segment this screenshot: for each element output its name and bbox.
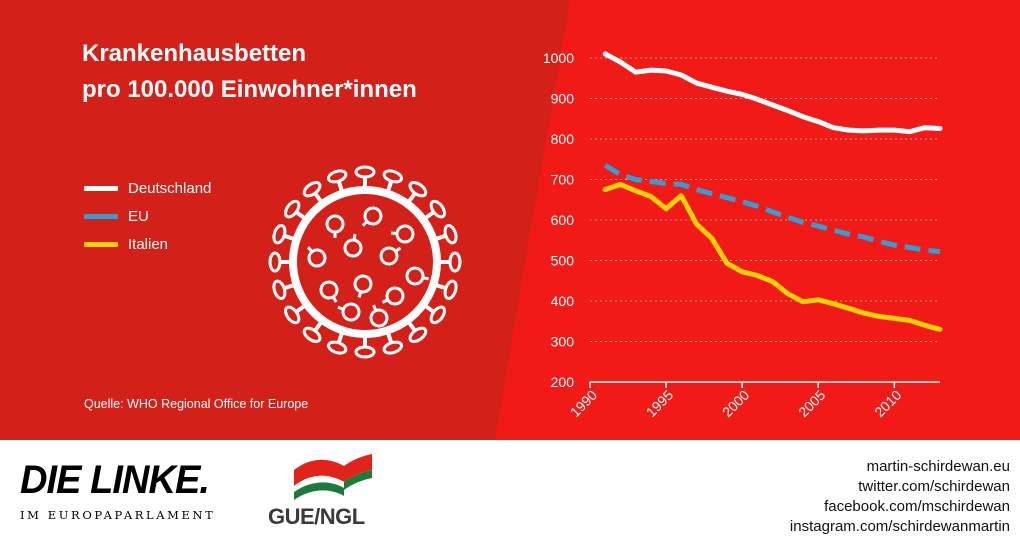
legend-item-eu: EU: [84, 202, 211, 230]
legend: Deutschland EU Italien: [84, 174, 211, 258]
instagram-link[interactable]: instagram.com/schirdewanmartin: [789, 518, 1010, 535]
virus-protein: [381, 286, 405, 306]
legend-item-italien: Italien: [84, 230, 211, 258]
virus-spike: [272, 279, 298, 301]
virus-protein: [361, 206, 383, 227]
legend-swatch-eu: [84, 213, 118, 219]
chart-title-line-2: pro 100.000 Einwohner*innen: [82, 76, 417, 103]
x-tick-label: 2005: [795, 387, 828, 420]
virus-spike: [405, 181, 428, 205]
website-link[interactable]: martin-schirdewan.eu: [866, 458, 1010, 475]
virus-protein: [390, 224, 415, 244]
virus-spike: [382, 329, 404, 355]
legend-label-italien: Italien: [128, 235, 169, 253]
legend-item-deutschland: Deutschland: [84, 174, 211, 202]
virus-protein: [353, 274, 373, 298]
x-tick-label: 2000: [719, 387, 752, 420]
y-tick-label: 600: [551, 212, 575, 228]
gue-ngl-flag-icon: [294, 454, 372, 500]
virus-spike: [284, 302, 308, 325]
virus-spike: [354, 334, 376, 359]
legend-label-eu: EU: [128, 207, 149, 225]
y-tick-label: 500: [551, 253, 575, 269]
virus-protein: [343, 233, 363, 258]
die-linke-logo: DIE LINKE. IM EUROPAPARLAMENT: [20, 460, 225, 522]
virus-spike: [268, 251, 293, 273]
virus-spike: [405, 319, 428, 343]
series-line-italien: [602, 181, 943, 332]
facebook-link[interactable]: facebook.com/mschirdewan: [824, 498, 1010, 515]
contact-links: martin-schirdewan.eu twitter.com/schirde…: [790, 457, 1010, 537]
virus-spike: [422, 302, 446, 325]
legend-swatch-deutschland: [84, 185, 118, 191]
footer: [0, 440, 1020, 540]
y-tick-label: 900: [551, 91, 575, 107]
virus-protein: [337, 302, 361, 322]
virus-protein: [369, 304, 389, 328]
y-tick-label: 1000: [543, 50, 574, 66]
virus-protein: [379, 246, 402, 266]
virus-protein: [325, 214, 345, 238]
gue-ngl-wordmark: GUE/NGL: [268, 504, 365, 529]
virus-spike: [432, 279, 458, 301]
virus-spike: [437, 251, 462, 273]
virus-spike: [272, 223, 298, 245]
left-panel: [0, 0, 570, 440]
virus-spike: [326, 169, 348, 195]
x-tick-label: 2010: [871, 387, 904, 420]
legend-label-deutschland: Deutschland: [128, 179, 212, 197]
virus-protein: [319, 280, 339, 303]
y-tick-label: 700: [551, 172, 575, 188]
line-chart: 200 300 400 500 600 700 800 900 1000 1990 1995 2000…: [543, 50, 943, 420]
virus-spike: [302, 181, 325, 205]
coronavirus-icon: [268, 165, 462, 359]
x-tick-label: 1990: [567, 387, 600, 420]
y-tick-label: 300: [551, 334, 575, 350]
infographic: 200 300 400 500 600 700 800 900 1000 1990 1995 2000…: [0, 0, 1020, 440]
virus-spike: [432, 223, 458, 245]
virus-spike: [354, 165, 376, 190]
gue-ngl-logo: GUE/NGL: [262, 450, 402, 530]
die-linke-wordmark: DIE LINKE.: [20, 458, 210, 502]
y-tick-label: 200: [551, 374, 575, 390]
virus-spike: [284, 199, 308, 222]
virus-spike: [302, 319, 325, 343]
chart-title: Krankenhausbetten pro 100.000 Einwohner*…: [82, 36, 417, 108]
virus-protein: [307, 246, 327, 268]
legend-swatch-italien: [84, 241, 118, 247]
y-tick-label: 400: [551, 293, 575, 309]
virus-spike: [326, 329, 348, 355]
virus-protein: [405, 266, 430, 286]
x-tick-label: 1995: [643, 387, 676, 420]
source-note: Quelle: WHO Regional Office for Europe: [84, 397, 309, 411]
virus-spike: [382, 169, 404, 195]
twitter-link[interactable]: twitter.com/schirdewan: [858, 478, 1010, 495]
virus-spike: [422, 199, 446, 222]
series-line-eu: [603, 163, 941, 255]
die-linke-subtitle: IM EUROPAPARLAMENT: [20, 508, 216, 522]
chart-title-line-1: Krankenhausbetten: [82, 40, 307, 67]
series-line-deutschland: [602, 51, 943, 135]
y-tick-label: 800: [551, 131, 575, 147]
